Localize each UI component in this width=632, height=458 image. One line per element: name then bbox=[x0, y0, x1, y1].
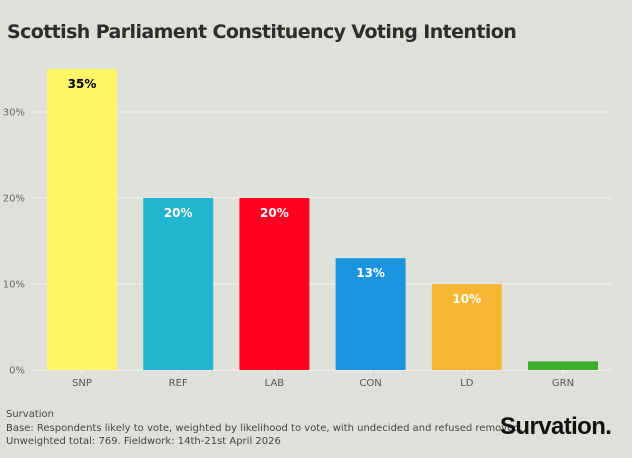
x-tick-label: CON bbox=[359, 378, 381, 389]
x-tick-label: REF bbox=[169, 378, 188, 389]
bar-ref bbox=[143, 198, 214, 370]
x-tick-label: LD bbox=[460, 378, 474, 389]
survation-logo: Survation. bbox=[500, 413, 612, 440]
data-label: 10% bbox=[452, 292, 481, 306]
x-tick-label: LAB bbox=[265, 378, 285, 389]
y-tick-label: 10% bbox=[3, 280, 25, 291]
source-note: Survation bbox=[6, 409, 54, 420]
y-tick-label: 0% bbox=[9, 366, 25, 377]
data-label: 20% bbox=[164, 206, 193, 220]
fieldwork-note: Unweighted total: 769. Fieldwork: 14th-2… bbox=[6, 436, 281, 447]
bar-con bbox=[335, 258, 406, 370]
data-label: 20% bbox=[260, 206, 289, 220]
data-label: 35% bbox=[68, 77, 97, 91]
y-tick-label: 30% bbox=[3, 108, 25, 119]
data-label: 13% bbox=[356, 266, 385, 280]
y-tick-label: 20% bbox=[3, 194, 25, 205]
chart-footer: Survation Base: Respondents likely to vo… bbox=[6, 408, 523, 449]
bar-ld bbox=[431, 284, 502, 370]
bar-lab bbox=[239, 198, 310, 370]
x-tick-label: SNP bbox=[72, 378, 92, 389]
bar-snp bbox=[47, 69, 117, 370]
base-note: Base: Respondents likely to vote, weight… bbox=[6, 422, 523, 434]
bar-grn bbox=[528, 361, 598, 370]
bar-chart: 0% 10% 20% 30% 35% 20% 20% 13% 10% SNP REF LAB CON… bbox=[3, 69, 612, 389]
x-tick-label: GRN bbox=[552, 378, 574, 389]
chart-title: Scottish Parliament Constituency Voting … bbox=[7, 21, 517, 43]
